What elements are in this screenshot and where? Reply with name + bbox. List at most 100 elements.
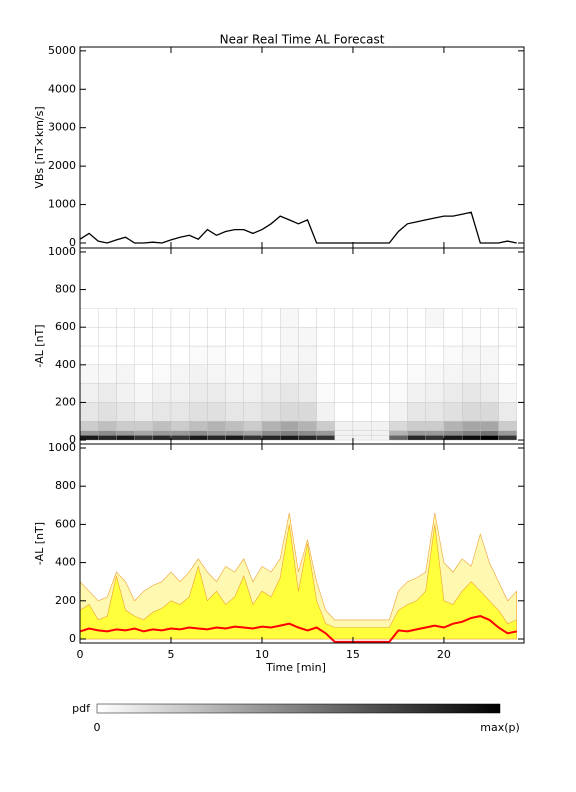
heat-cell bbox=[116, 421, 135, 431]
heat-cell bbox=[480, 308, 499, 328]
heat-cell bbox=[79, 430, 99, 436]
heat-cell bbox=[243, 327, 263, 347]
heat-cell bbox=[189, 402, 208, 422]
heat-cell bbox=[425, 327, 445, 347]
heat-cell bbox=[425, 364, 445, 384]
heat-cell bbox=[79, 308, 99, 328]
heat-cell bbox=[480, 421, 499, 431]
heat-cell bbox=[461, 435, 481, 441]
data-line bbox=[79, 211, 517, 244]
heat-cell bbox=[389, 308, 408, 328]
heat-cell bbox=[134, 435, 153, 441]
heat-cell bbox=[134, 402, 153, 422]
heat-cell bbox=[370, 327, 390, 347]
heat-cell bbox=[461, 402, 481, 422]
heat-cell bbox=[298, 383, 317, 403]
heat-cell bbox=[334, 383, 354, 403]
heat-cell bbox=[98, 383, 117, 403]
y-axis-label: VBs [nT×km/s] bbox=[33, 106, 46, 188]
heat-cell bbox=[352, 327, 372, 347]
y-tick-label: 3000 bbox=[48, 121, 76, 134]
heat-cell bbox=[443, 421, 463, 431]
plot-frame bbox=[79, 46, 525, 249]
heat-cell bbox=[298, 345, 317, 365]
heat-cell bbox=[480, 345, 499, 365]
heat-cell bbox=[189, 345, 208, 365]
heat-cell bbox=[443, 308, 463, 328]
heat-cell bbox=[334, 402, 354, 422]
heat-cell bbox=[389, 435, 408, 441]
heat-cell bbox=[498, 430, 517, 436]
heat-cell bbox=[352, 435, 372, 441]
colorbar-label: pdf bbox=[72, 702, 91, 715]
heat-cell bbox=[98, 435, 117, 441]
heat-cell bbox=[316, 383, 335, 403]
heat-cell bbox=[407, 308, 426, 328]
heat-cell bbox=[98, 345, 117, 365]
heat-cell bbox=[116, 402, 135, 422]
heat-cell bbox=[280, 430, 299, 436]
heat-cell bbox=[316, 435, 335, 441]
heat-cell bbox=[352, 421, 372, 431]
heat-cell bbox=[152, 327, 172, 347]
heat-cell bbox=[280, 435, 299, 441]
y-tick-label: 800 bbox=[55, 283, 76, 296]
heat-cell bbox=[334, 364, 354, 384]
x-tick-label: 15 bbox=[346, 648, 360, 661]
heat-cell bbox=[116, 345, 135, 365]
heat-cell bbox=[243, 435, 263, 441]
heat-cell bbox=[298, 430, 317, 436]
colorbar-max: max(p) bbox=[480, 721, 520, 734]
heat-cell bbox=[189, 364, 208, 384]
heat-cell bbox=[498, 327, 517, 347]
y-tick-label: 0 bbox=[69, 433, 76, 446]
heat-cell bbox=[407, 430, 426, 436]
y-tick-label: 2000 bbox=[48, 159, 76, 172]
heat-cell bbox=[170, 345, 190, 365]
heat-cell bbox=[261, 383, 281, 403]
heat-cell bbox=[189, 435, 208, 441]
heat-cell bbox=[243, 430, 263, 436]
heat-cell bbox=[79, 421, 99, 431]
heat-cell bbox=[389, 402, 408, 422]
y-tick-label: 1000 bbox=[48, 441, 76, 454]
heat-cell bbox=[370, 430, 390, 436]
heat-cell bbox=[370, 308, 390, 328]
heat-cell bbox=[461, 327, 481, 347]
heat-cell bbox=[443, 435, 463, 441]
heat-cell bbox=[352, 345, 372, 365]
y-tick-label: 600 bbox=[55, 320, 76, 333]
heat-cell bbox=[243, 345, 263, 365]
heat-cell bbox=[352, 308, 372, 328]
heat-cell bbox=[225, 383, 244, 403]
plot-frame bbox=[79, 443, 525, 644]
heat-cell bbox=[334, 308, 354, 328]
heat-cell bbox=[425, 430, 445, 436]
heat-cell bbox=[225, 435, 244, 441]
heat-cell bbox=[116, 435, 135, 441]
heat-cell bbox=[316, 364, 335, 384]
heat-cell bbox=[152, 364, 172, 384]
heat-cell bbox=[389, 430, 408, 436]
heat-cell bbox=[480, 383, 499, 403]
heat-cell bbox=[170, 430, 190, 436]
heat-cell bbox=[261, 364, 281, 384]
heat-cell bbox=[443, 402, 463, 422]
heat-cell bbox=[480, 364, 499, 384]
heat-cell bbox=[134, 430, 153, 436]
x-tick-label: 20 bbox=[437, 648, 451, 661]
x-tick-label: 5 bbox=[167, 648, 174, 661]
heat-cell bbox=[261, 430, 281, 436]
heat-cell bbox=[152, 345, 172, 365]
heat-cell bbox=[225, 364, 244, 384]
heat-cell bbox=[207, 308, 226, 328]
chart-title: Near Real Time AL Forecast bbox=[220, 33, 385, 47]
heat-cell bbox=[134, 327, 153, 347]
heat-cell bbox=[407, 383, 426, 403]
heat-cell bbox=[116, 327, 135, 347]
heat-cell bbox=[498, 345, 517, 365]
heat-cell bbox=[298, 327, 317, 347]
heat-cell bbox=[280, 308, 299, 328]
y-tick-label: 400 bbox=[55, 358, 76, 371]
heat-cell bbox=[334, 421, 354, 431]
